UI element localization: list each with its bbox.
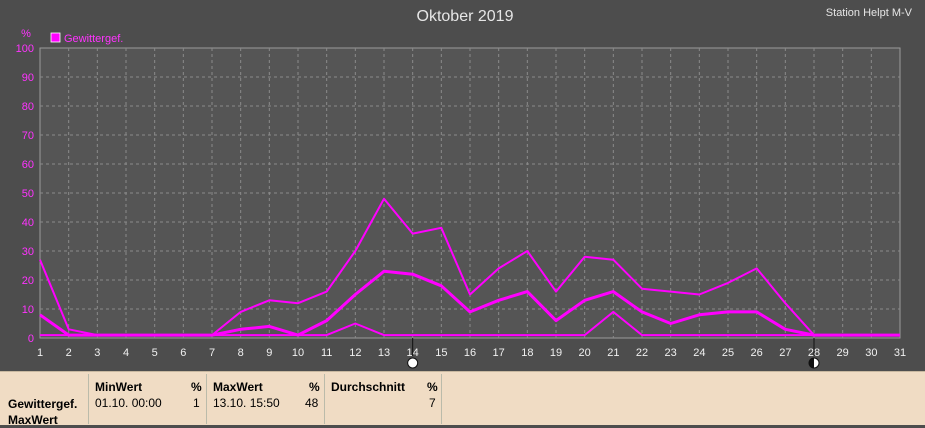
y-tick-label: 20	[22, 275, 34, 287]
x-tick-label: 23	[665, 347, 677, 359]
stats-panel: Gewittergef. MaxWert MinWert % 01.10. 00…	[0, 371, 925, 428]
stat-max: MaxWert % 13.10. 15:50 48	[206, 374, 324, 424]
stats-row-label-line2: MaxWert	[8, 413, 58, 427]
moon-markers	[407, 338, 820, 369]
stat-min-unit: %	[191, 380, 202, 394]
stat-min: MinWert % 01.10. 00:00 1	[88, 374, 206, 424]
x-tick-label: 5	[152, 347, 158, 359]
x-tick-label: 2	[66, 347, 72, 359]
y-tick-label: 10	[22, 304, 34, 316]
stat-avg-unit: %	[427, 380, 438, 394]
series-group	[39, 197, 900, 337]
stats-separator	[441, 374, 442, 424]
stat-max-value: 48	[305, 396, 319, 410]
x-tick-label: 18	[521, 347, 533, 359]
y-tick-label: 30	[22, 246, 34, 258]
x-tick-label: 30	[865, 347, 877, 359]
x-tick-label: 19	[550, 347, 562, 359]
y-tick-label: 80	[22, 101, 34, 113]
y-tick-label: 40	[22, 217, 34, 229]
stat-min-time: 01.10. 00:00	[95, 396, 162, 410]
legend-swatch	[50, 32, 61, 43]
chart-title: Oktober 2019	[417, 8, 514, 25]
x-tick-label: 25	[722, 347, 734, 359]
stats-row-label: Gewittergef. MaxWert	[8, 396, 77, 428]
x-ticks: 1 2 3 4 5 6 7 8 9 10 11 12 13 14 15 16 17 18 19 20 21 22 23 24 2…	[37, 347, 906, 359]
x-tick-label: 27	[779, 347, 791, 359]
stat-max-unit: %	[309, 380, 320, 394]
stat-avg-header: Durchschnitt	[331, 380, 406, 394]
x-tick-label: 4	[123, 347, 129, 359]
x-tick-label: 16	[464, 347, 476, 359]
chart: Oktober 2019 Station Helpt M-V % Gewitte…	[16, 7, 913, 369]
x-tick-label: 11	[321, 347, 332, 359]
stat-avg-value: 7	[429, 396, 436, 410]
grid	[40, 48, 900, 338]
stat-max-time: 13.10. 15:50	[213, 396, 280, 410]
x-tick-label: 1	[37, 347, 43, 359]
x-tick-label: 29	[837, 347, 849, 359]
stat-min-value: 1	[193, 396, 200, 410]
stat-min-header: MinWert	[95, 380, 143, 394]
y-axis-label: %	[21, 28, 31, 40]
x-tick-label: 20	[579, 347, 591, 359]
station-name: Station Helpt M-V	[826, 7, 913, 19]
x-tick-label: 26	[751, 347, 763, 359]
y-tick-label: 100	[16, 43, 34, 55]
x-tick-label: 15	[435, 347, 447, 359]
y-tick-label: 90	[22, 72, 34, 84]
stats-row-label-line1: Gewittergef.	[8, 397, 78, 411]
x-tick-label: 24	[693, 347, 705, 359]
x-tick-label: 9	[266, 347, 272, 359]
y-tick-label: 50	[22, 188, 34, 200]
x-tick-label: 6	[180, 347, 186, 359]
x-tick-label: 10	[292, 347, 304, 359]
y-tick-label: 60	[22, 159, 34, 171]
x-tick-label: 17	[493, 347, 505, 359]
x-tick-label: 13	[378, 347, 390, 359]
series-line-min	[40, 310, 900, 337]
x-tick-label: 22	[636, 347, 648, 359]
stat-max-header: MaxWert	[213, 380, 263, 394]
y-ticks: 0 10 20 30 40 50 60 70 80 90 100	[16, 43, 34, 345]
x-tick-label: 21	[607, 347, 619, 359]
stat-avg: Durchschnitt % 7	[324, 374, 441, 424]
x-tick-label: 12	[349, 347, 361, 359]
full-moon-icon	[407, 357, 419, 369]
legend-label: Gewittergef.	[64, 33, 123, 45]
x-tick-label: 3	[94, 347, 100, 359]
x-tick-label: 7	[209, 347, 215, 359]
x-tick-label: 8	[238, 347, 244, 359]
y-tick-label: 0	[28, 333, 34, 345]
x-tick-label: 31	[894, 347, 906, 359]
new-moon-icon	[808, 357, 820, 369]
y-tick-label: 70	[22, 130, 34, 142]
